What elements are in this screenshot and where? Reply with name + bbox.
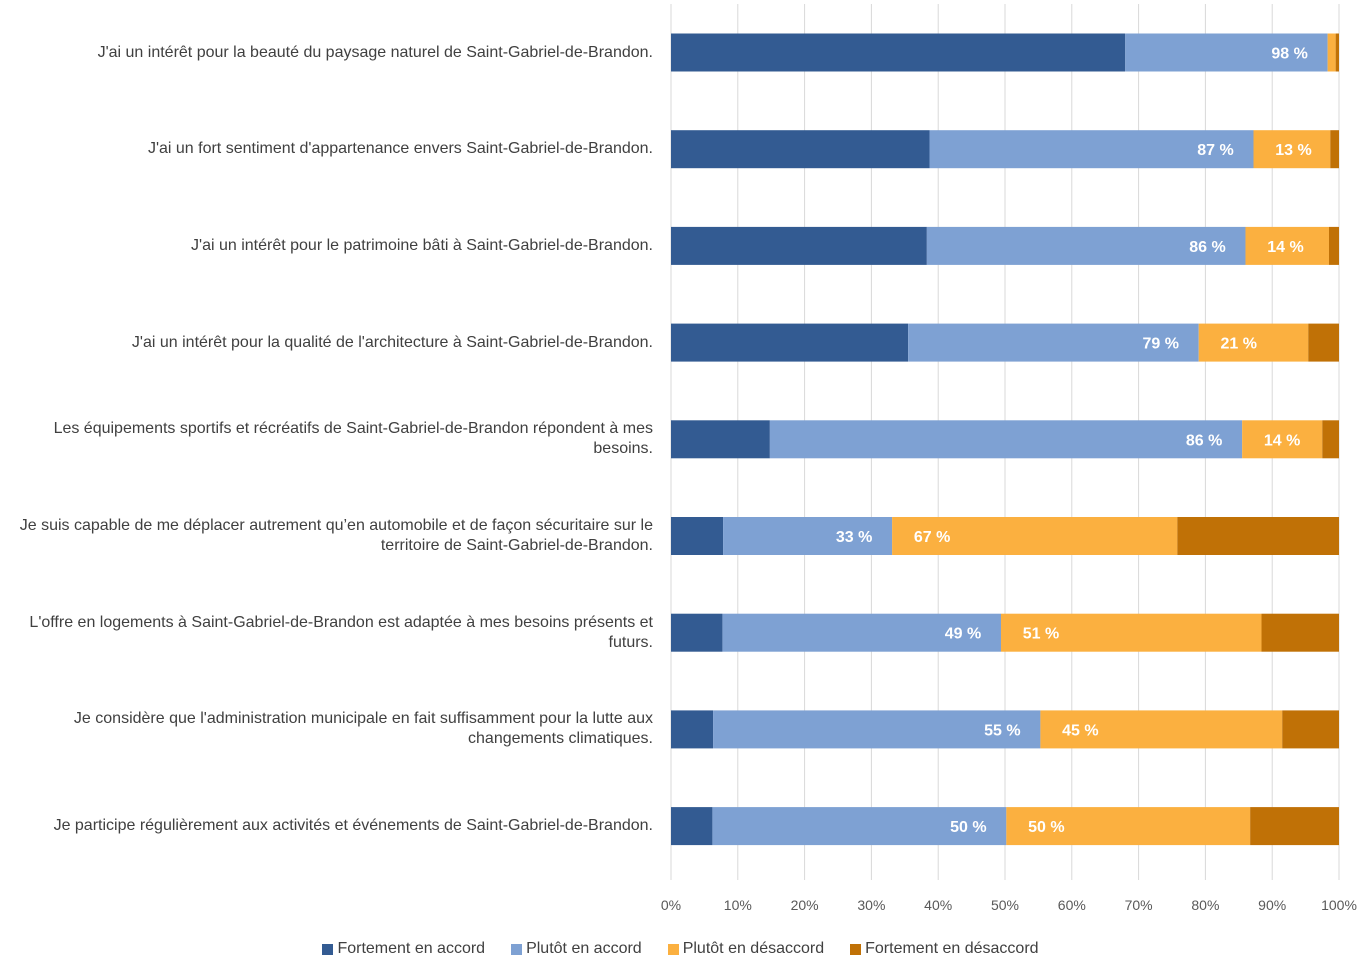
data-label: 87 % (1197, 142, 1233, 159)
x-tick-label: 90% (1258, 897, 1286, 913)
x-tick-label: 20% (791, 897, 819, 913)
bar-segment (671, 226, 927, 265)
data-label: 86 % (1186, 432, 1222, 449)
x-tick-label: 30% (857, 897, 885, 913)
data-label: 14 % (1267, 239, 1303, 256)
bar-segment (1261, 613, 1339, 652)
bar-segment (671, 323, 909, 362)
bar-segment (1250, 807, 1339, 846)
data-label: 67 % (914, 529, 950, 546)
x-tick-label: 80% (1191, 897, 1219, 913)
data-label: 55 % (984, 722, 1020, 739)
category-label: J'ai un intérêt pour la qualité de l'arc… (131, 333, 653, 351)
legend-swatch (667, 943, 679, 955)
data-labels: 98 % 87 % 13 % 86 % 14 % 79 % 21 % 86 % 14 % 33 %… (836, 46, 1312, 837)
stacked-bar-chart: 98 % 87 % 13 % 86 % 14 % 79 % 21 % 86 % 14 % 33 %… (661, 4, 1357, 913)
bar-segment (1006, 807, 1251, 846)
bar-segment (1322, 420, 1339, 459)
bar-segment (723, 517, 893, 555)
bar-segment (926, 226, 1246, 265)
data-label: 79 % (1142, 336, 1178, 353)
category-label: Je participe régulièrement aux activités… (53, 817, 653, 835)
bar-segment (671, 613, 723, 652)
legend: Fortement en accord Plutôt en accord Plutô… (0, 938, 1361, 960)
data-label: 49 % (945, 626, 981, 643)
data-label: 50 % (950, 819, 986, 836)
bar-segment (1282, 710, 1339, 749)
bar-segment (671, 33, 1126, 72)
data-label: 33 % (836, 529, 872, 546)
data-label: 21 % (1220, 336, 1256, 353)
bar-segment (1335, 33, 1339, 72)
bar-segment (671, 130, 930, 169)
legend-swatch (850, 943, 862, 955)
bars (671, 33, 1339, 846)
bar-segment (671, 420, 770, 459)
bar-segment (1198, 323, 1309, 362)
legend-swatch (322, 943, 334, 955)
bar-segment (1177, 517, 1339, 555)
bar-segment (712, 807, 1007, 846)
legend-item: Fortement en accord (322, 938, 485, 960)
bar-segment (1327, 33, 1336, 72)
bar-segment (1330, 130, 1339, 169)
bar-segment (1253, 130, 1331, 169)
bar-segment (1308, 323, 1339, 362)
x-tick-label: 0% (661, 897, 681, 913)
x-tick-label: 100% (1321, 897, 1357, 913)
category-label: J'ai un intérêt pour la beauté du paysag… (97, 43, 653, 61)
bar-segment (1125, 33, 1328, 72)
data-label: 86 % (1189, 239, 1225, 256)
bar-segment (769, 420, 1243, 459)
bar-segment (671, 710, 714, 749)
data-label: 45 % (1062, 722, 1098, 739)
legend-label: Fortement en accord (337, 940, 486, 957)
data-label: 98 % (1271, 46, 1307, 63)
bar-segment (1328, 226, 1339, 265)
data-label: 13 % (1275, 142, 1311, 159)
bar-segment (1000, 613, 1262, 652)
bar-segment (1040, 710, 1283, 749)
legend-item: Plutôt en désaccord (667, 938, 825, 960)
legend-label: Fortement en désaccord (865, 940, 1039, 957)
category-label: Je suis capable de me déplacer autrement… (19, 517, 653, 554)
category-label: L'offre en logements à Saint-Gabriel-de-… (29, 613, 653, 651)
data-label: 50 % (1028, 819, 1064, 836)
bar-segment (671, 807, 713, 846)
x-tick-label: 50% (991, 897, 1019, 913)
category-label: J'ai un intérêt pour le patrimoine bâti … (191, 236, 653, 254)
bar-segment (1245, 226, 1329, 265)
legend-item: Plutôt en accord (511, 938, 642, 960)
legend-label: Plutôt en accord (526, 940, 642, 957)
category-label: J'ai un fort sentiment d'appartenance en… (147, 140, 653, 158)
x-axis-ticks: 0% 10% 20% 30% 40% 50% 60% 70% 80% 90% 100% (661, 897, 1357, 913)
bar-segment (722, 613, 1001, 652)
legend-label: Plutôt en désaccord (682, 940, 825, 957)
bar-segment (908, 323, 1199, 362)
x-tick-label: 70% (1125, 897, 1153, 913)
data-label: 14 % (1264, 432, 1300, 449)
legend-item: Fortement en désaccord (850, 938, 1039, 960)
bar-segment (929, 130, 1254, 169)
bar-segment (892, 517, 1178, 555)
x-tick-label: 60% (1058, 897, 1086, 913)
bar-segment (1242, 420, 1323, 459)
x-tick-label: 10% (724, 897, 752, 913)
bar-segment (671, 517, 724, 555)
data-label: 51 % (1023, 626, 1059, 643)
x-tick-label: 40% (924, 897, 952, 913)
category-label: Les équipements sportifs et récréatifs d… (53, 420, 653, 458)
legend-swatch (511, 943, 523, 955)
category-label: Je considère que l'administration munici… (73, 710, 653, 748)
bar-segment (713, 710, 1041, 749)
